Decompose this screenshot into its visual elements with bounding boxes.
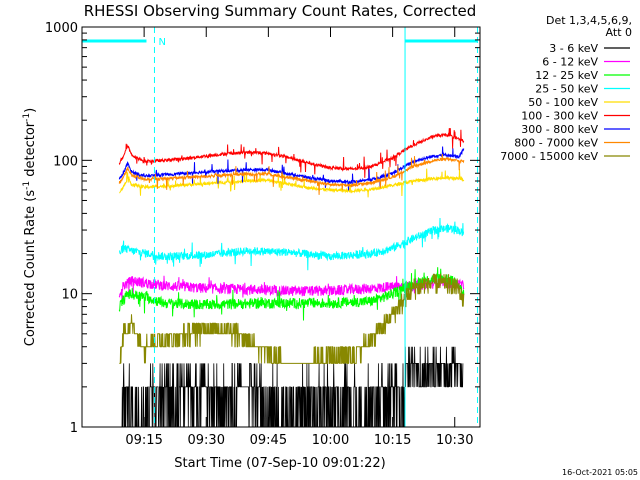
y-label-mid: detector — [23, 121, 38, 181]
legend-label: 3 - 6 keV — [549, 42, 598, 55]
legend-title-attenuator: Att 0 — [606, 26, 632, 39]
legend-label: 50 - 100 keV — [528, 96, 598, 109]
legend-label: 6 - 12 keV — [542, 56, 598, 69]
legend-label: 12 - 25 keV — [535, 69, 598, 82]
y-ticks: 1 10 100 1000 — [45, 21, 480, 436]
legend-label: 300 - 800 keV — [521, 123, 598, 136]
data-layer — [118, 128, 465, 428]
plot-frame — [81, 26, 481, 428]
y-label-main: Corrected Count Rate (s — [23, 190, 38, 347]
chart-title: RHESSI Observing Summary Count Rates, Co… — [84, 2, 477, 20]
x-tick-label: 10:15 — [374, 433, 411, 448]
legend-label: 25 - 50 keV — [535, 83, 598, 96]
y-label-end: ) — [23, 108, 38, 113]
x-tick-label: 10:30 — [436, 433, 473, 448]
legend-label: 7000 - 15000 keV — [500, 150, 598, 163]
series-25-50-kev-line — [119, 217, 465, 271]
x-tick-label: 09:30 — [188, 433, 225, 448]
series-7000-15000-kev-line — [119, 273, 465, 364]
legend-label: 100 - 300 keV — [521, 110, 598, 123]
y-tick-label: 100 — [53, 154, 78, 169]
legend-label: 800 - 7000 keV — [514, 137, 598, 150]
generation-timestamp: 16-Oct-2021 05:05 — [562, 468, 638, 477]
legend-title-detectors: Det 1,3,4,5,6,9, — [546, 14, 632, 27]
y-tick-label: 10 — [61, 288, 78, 303]
series-50-100-kev-line — [119, 168, 465, 198]
series-100-300-kev-line — [118, 128, 465, 178]
y-label-sup2: -1 — [22, 113, 32, 122]
y-tick-label: 1000 — [45, 21, 78, 36]
y-tick-label: 1 — [70, 421, 78, 436]
x-tick-label: 09:45 — [250, 433, 287, 448]
x-tick-label: 10:00 — [312, 433, 349, 448]
night-marker-label: N — [158, 37, 165, 48]
series-12-25-kev-line — [118, 267, 465, 321]
y-label-sup1: -1 — [22, 181, 32, 190]
x-tick-label: 09:15 — [125, 433, 162, 448]
series-300-800-kev-line — [118, 146, 465, 191]
series-3-6-kev-line — [121, 346, 464, 428]
x-ticks: 09:15 09:30 09:45 10:00 10:15 10:30 — [125, 27, 473, 448]
x-axis-label: Start Time (07-Sep-10 09:01:22) — [174, 456, 385, 471]
series-800-7000-kev-line — [118, 153, 465, 195]
y-axis-label: Corrected Count Rate (s-1 detector-1) — [22, 108, 38, 346]
